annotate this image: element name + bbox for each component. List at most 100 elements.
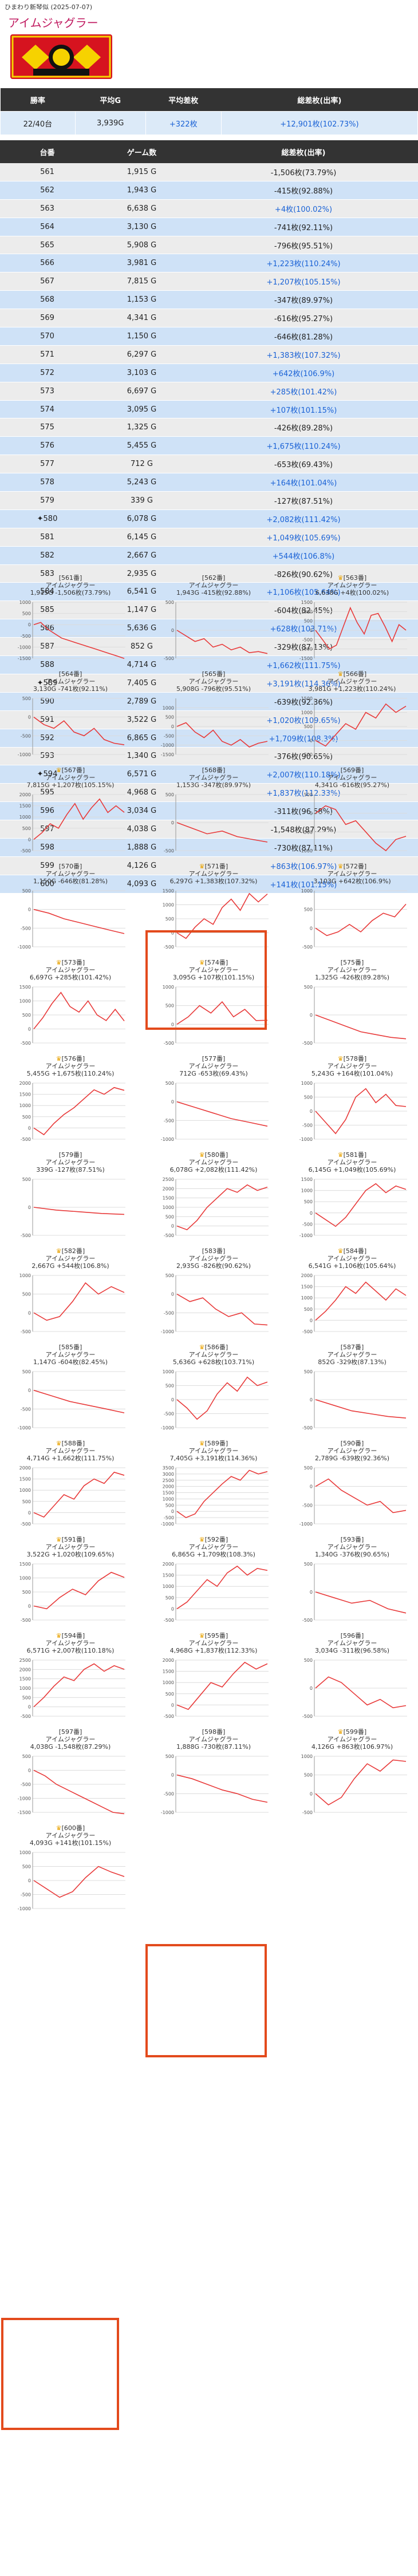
table-row[interactable]: 575 1,325 G -426枚(89.28%) <box>0 418 418 437</box>
machine-chart-card[interactable]: ♛[578番] アイムジャグラー 5,243G +164枚(101.04%) 1000… <box>286 1055 418 1151</box>
table-row[interactable]: 585 1,147 G -604枚(82.45%) <box>0 600 418 620</box>
table-row[interactable]: ✦594 6,571 G +2,007枚(110.18%) <box>0 765 418 784</box>
table-row[interactable]: 563 6,638 G +4枚(100.02%) <box>0 199 418 218</box>
slump-line <box>315 1088 407 1135</box>
chart-machine-name: アイムジャグラー <box>327 1639 377 1647</box>
chart-machine-number: [583番] <box>148 1247 279 1255</box>
table-row[interactable]: 595 4,968 G +1,837枚(112.33%) <box>0 783 418 803</box>
machine-chart-card[interactable]: ♛[573番] アイムジャグラー 6,697G +285枚(101.42%) 1500… <box>5 959 136 1055</box>
machine-diff: -127枚(87.51%) <box>189 491 418 510</box>
table-row[interactable]: 586 5,636 G +628枚(103.71%) <box>0 619 418 638</box>
table-row[interactable]: 565 5,908 G -796枚(95.51%) <box>0 236 418 255</box>
machine-chart-card[interactable]: ♛[588番] アイムジャグラー 4,714G +1,662枚(111.75%) 20… <box>5 1440 136 1536</box>
machine-title: アイムジャグラー <box>8 16 98 30</box>
highlight-box-589 <box>145 1944 267 2057</box>
table-row[interactable]: 590 2,789 G -639枚(92.36%) <box>0 692 418 711</box>
table-row[interactable]: 569 4,341 G -616枚(95.27%) <box>0 309 418 328</box>
machine-chart-card[interactable]: ♛[582番] アイムジャグラー 2,667G +544枚(106.8%) 1000 5… <box>5 1247 136 1344</box>
table-row[interactable]: 574 3,095 G +107枚(101.15%) <box>0 400 418 419</box>
table-row[interactable]: 592 6,865 G +1,709枚(108.3%) <box>0 729 418 748</box>
machine-chart-card[interactable]: ♛[589番] アイムジャグラー 7,405G +3,191枚(114.36%) 35… <box>148 1440 279 1536</box>
machine-chart-card[interactable]: ♛[591番] アイムジャグラー 3,522G +1,020枚(109.65%) 15… <box>5 1536 136 1632</box>
table-row[interactable]: 600 4,093 G +141枚(101.15%) <box>0 875 418 894</box>
machine-chart-card[interactable]: ♛[586番] アイムジャグラー 5,636G +628枚(103.71%) 1000… <box>148 1344 279 1440</box>
machine-chart-card[interactable]: ♛[572番] アイムジャグラー 3,103G +642枚(106.9%) 1000 5… <box>286 863 418 959</box>
store-date-label: ひまわり新琴似 (2025-07-07) <box>5 3 93 11</box>
table-row[interactable]: 567 7,815 G +1,207枚(105.15%) <box>0 272 418 291</box>
table-row[interactable]: 587 852 G -329枚(87.13%) <box>0 637 418 657</box>
machine-chart-card[interactable]: [587番] アイムジャグラー 852G -329枚(87.13%) 500 0 -500 <box>286 1344 418 1440</box>
y-tick-label: 0 <box>310 1686 313 1691</box>
machine-chart-card[interactable]: ♛[584番] アイムジャグラー 6,541G +1,106枚(105.64%) 20… <box>286 1247 418 1344</box>
machine-chart-card[interactable]: ♛[594番] アイムジャグラー 6,571G +2,007枚(110.18%) 25… <box>5 1632 136 1728</box>
table-row[interactable]: 578 5,243 G +164枚(101.04%) <box>0 473 418 492</box>
machine-chart-card[interactable]: [569番] アイムジャグラー 4,341G -616枚(95.27%) 500 0 -5… <box>286 767 418 863</box>
summary-header-winrate: 勝率 <box>0 88 76 112</box>
chart-number-label: [567番] <box>61 767 85 774</box>
table-row[interactable]: 568 1,153 G -347枚(89.97%) <box>0 290 418 310</box>
summary-header-avg-diff: 平均差枚 <box>145 88 222 112</box>
table-row[interactable]: 570 1,150 G -646枚(81.28%) <box>0 327 418 346</box>
machine-chart-card[interactable]: [585番] アイムジャグラー 1,147G -604枚(82.45%) 500 0 -5… <box>5 1344 136 1440</box>
table-row[interactable]: 596 3,034 G -311枚(96.58%) <box>0 801 418 821</box>
machine-chart-card[interactable]: [590番] アイムジャグラー 2,789G -639枚(92.36%) 500 0 -5… <box>286 1440 418 1536</box>
table-row[interactable]: 591 3,522 G +1,020枚(109.65%) <box>0 710 418 729</box>
machine-chart-card[interactable]: ♛[566番] アイムジャグラー 3,981G +1,223枚(110.24%) 15… <box>286 670 418 767</box>
machine-chart-card[interactable]: ♛[576番] アイムジャグラー 5,455G +1,675枚(110.24%) 20… <box>5 1055 136 1151</box>
table-row[interactable]: 583 2,935 G -826枚(90.62%) <box>0 564 418 583</box>
y-tick-label: 1000 <box>19 1686 31 1691</box>
table-row[interactable]: 577 712 G -653枚(69.43%) <box>0 455 418 474</box>
machine-chart-card[interactable]: ♛[580番] アイムジャグラー 6,078G +2,082枚(111.42%) 25… <box>148 1151 279 1247</box>
machine-chart-card[interactable]: [577番] アイムジャグラー 712G -653枚(69.43%) 500 0 -500… <box>148 1055 279 1151</box>
table-row[interactable]: 566 3,981 G +1,223枚(110.24%) <box>0 254 418 273</box>
table-row[interactable]: 571 6,297 G +1,383枚(107.32%) <box>0 345 418 364</box>
machine-chart-card[interactable]: [570番] アイムジャグラー 1,150G -646枚(81.28%) 500 0 -5… <box>5 863 136 959</box>
machine-chart-card[interactable]: ♛[600番] アイムジャグラー 4,093G +141枚(101.15%) 1000… <box>5 1824 136 1921</box>
table-row[interactable]: 588 4,714 G +1,662枚(111.75%) <box>0 655 418 674</box>
machine-chart-card[interactable]: [562番] アイムジャグラー 1,943G -415枚(92.88%) 500 0 -5… <box>148 574 279 670</box>
table-row[interactable]: 572 3,103 G +642枚(106.9%) <box>0 364 418 382</box>
y-tick-label: -500 <box>164 1310 174 1315</box>
machine-chart-card[interactable]: [564番] アイムジャグラー 3,130G -741枚(92.11%) 500 0 -5… <box>5 670 136 767</box>
machine-chart-card[interactable]: ♛[563番] アイムジャグラー 6,638G +4枚(100.02%) 1500 10… <box>286 574 418 670</box>
chart-machine-number: [579番] <box>5 1151 136 1159</box>
machine-chart-card[interactable]: [561番] アイムジャグラー 1,915G -1,506枚(73.79%) 1000… <box>5 574 136 670</box>
machine-games: 852 G <box>94 637 189 657</box>
table-row[interactable]: 576 5,455 G +1,675枚(110.24%) <box>0 436 418 456</box>
machine-chart-card[interactable]: ♛[592番] アイムジャグラー 6,865G +1,709枚(108.3%) 200… <box>148 1536 279 1632</box>
table-row[interactable]: 581 6,145 G +1,049枚(105.69%) <box>0 528 418 547</box>
machine-chart-card[interactable]: ♛[567番] アイムジャグラー 7,815G +1,207枚(105.15%) 20… <box>5 767 136 863</box>
machine-chart-card[interactable]: [583番] アイムジャグラー 2,935G -826枚(90.62%) 500 0 -5… <box>148 1247 279 1344</box>
machine-chart-card[interactable]: [596番] アイムジャグラー 3,034G -311枚(96.58%) 500 0 -5… <box>286 1632 418 1728</box>
machine-chart-card[interactable]: ♛[571番] アイムジャグラー 6,297G +1,383枚(107.32%) 15… <box>148 863 279 959</box>
machine-chart-card[interactable]: ♛[595番] アイムジャグラー 4,968G +1,837枚(112.33%) 20… <box>148 1632 279 1728</box>
table-row[interactable]: ✦580 6,078 G +2,082枚(111.42%) <box>0 509 418 528</box>
y-tick-label: 2000 <box>19 792 31 797</box>
table-row[interactable]: 598 1,888 G -730枚(87.11%) <box>0 838 418 857</box>
table-row[interactable]: 562 1,943 G -415枚(92.88%) <box>0 181 418 200</box>
machine-chart-card[interactable]: [593番] アイムジャグラー 1,340G -376枚(90.65%) 500 0 -5… <box>286 1536 418 1632</box>
machine-chart-card[interactable]: [575番] アイムジャグラー 1,325G -426枚(89.28%) 500 0 -5… <box>286 959 418 1055</box>
machine-chart-card[interactable]: [579番] アイムジャグラー 339G -127枚(87.51%) 500 0 -500 <box>5 1151 136 1247</box>
machine-chart-card[interactable]: [597番] アイムジャグラー 4,038G -1,548枚(87.29%) 500 0… <box>5 1728 136 1824</box>
table-row[interactable]: 593 1,340 G -376枚(90.65%) <box>0 747 418 766</box>
y-tick-label: 500 <box>22 1590 31 1595</box>
table-row[interactable]: ✦589 7,405 G +3,191枚(114.36%) <box>0 674 418 693</box>
machine-chart-card[interactable]: ♛[581番] アイムジャグラー 6,145G +1,049枚(105.69%) 15… <box>286 1151 418 1247</box>
machine-games: 2,935 G <box>94 564 189 583</box>
machine-chart-card[interactable]: ♛[599番] アイムジャグラー 4,126G +863枚(106.97%) 1000… <box>286 1728 418 1824</box>
table-row[interactable]: 564 3,130 G -741枚(92.11%) <box>0 218 418 236</box>
machine-chart-card[interactable]: ♛[574番] アイムジャグラー 3,095G +107枚(101.15%) 1000… <box>148 959 279 1055</box>
machine-chart-card[interactable]: [568番] アイムジャグラー 1,153G -347枚(89.97%) 500 0 -5… <box>148 767 279 863</box>
table-row[interactable]: 584 6,541 G +1,106枚(105.64%) <box>0 582 418 602</box>
table-row[interactable]: 573 6,697 G +285枚(101.42%) <box>0 382 418 401</box>
machine-chart-card[interactable]: [565番] アイムジャグラー 5,908G -796枚(95.51%) 1000 50… <box>148 670 279 767</box>
machine-chart-card[interactable]: [598番] アイムジャグラー 1,888G -730枚(87.11%) 500 0 -5… <box>148 1728 279 1824</box>
table-row[interactable]: 582 2,667 G +544枚(106.8%) <box>0 546 418 565</box>
table-row[interactable]: 579 339 G -127枚(87.51%) <box>0 491 418 510</box>
chart-number-label: [579番] <box>58 1151 82 1159</box>
chart-stat-line: 6,865G +1,709枚(108.3%) <box>172 1551 255 1558</box>
table-row[interactable]: 561 1,915 G -1,506枚(73.79%) <box>0 163 418 181</box>
table-row[interactable]: 599 4,126 G +863枚(106.97%) <box>0 856 418 875</box>
table-row[interactable]: 597 4,038 G -1,548枚(87.29%) <box>0 820 418 839</box>
